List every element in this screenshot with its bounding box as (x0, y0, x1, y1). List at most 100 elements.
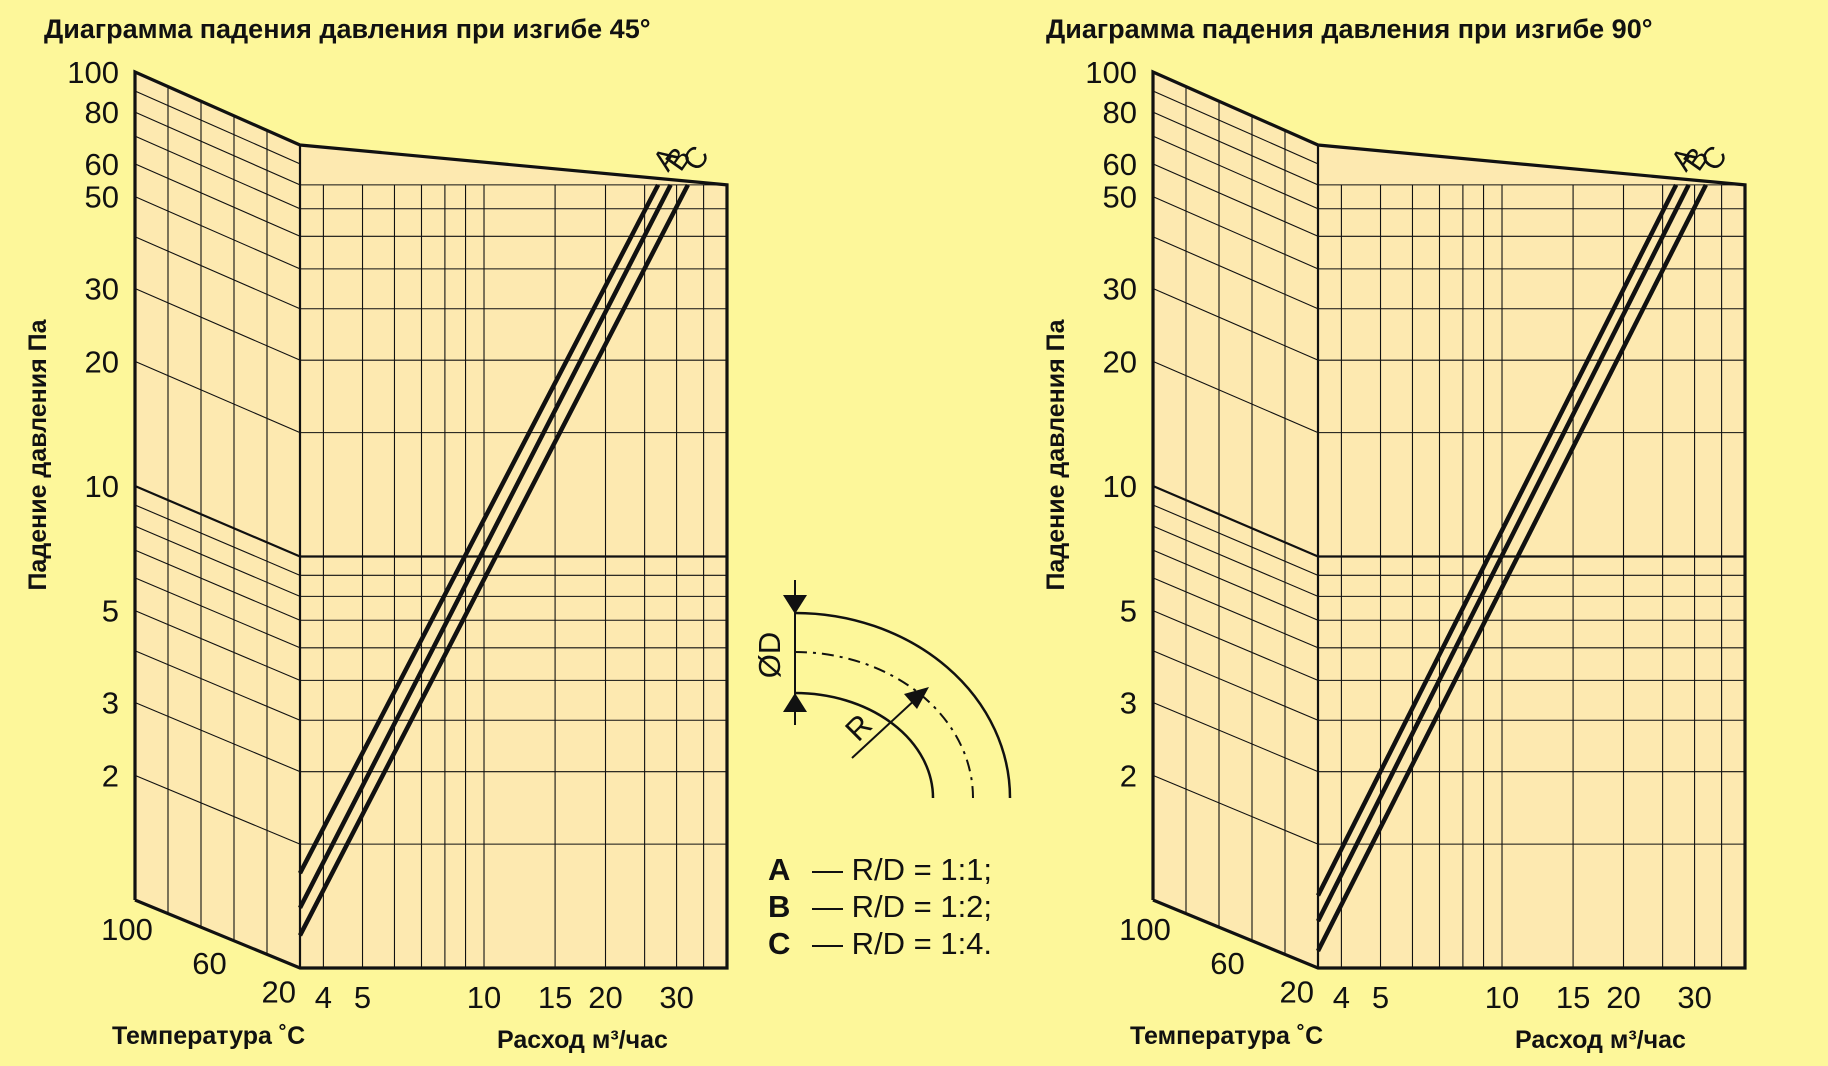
temp-gridline (1152, 610, 1319, 681)
legend-key-c: C (768, 926, 790, 961)
temp-gridline (1152, 504, 1319, 576)
legend-key-a: A (768, 852, 790, 887)
temp-gridline (1152, 163, 1319, 237)
legend-text-b: — R/D = 1:2; (812, 889, 992, 924)
temp-gridline (1152, 287, 1319, 361)
y-tick-label: 60 (1103, 147, 1137, 182)
temp-gridline (134, 135, 301, 210)
series-line-c (298, 183, 690, 937)
temp-tick-label: 20 (262, 975, 296, 1010)
temp-gridline (134, 701, 301, 773)
temp-gridline (134, 360, 301, 434)
radius-label: R (838, 707, 879, 748)
diameter-arrow-top (783, 595, 807, 614)
temp-gridline (134, 484, 301, 558)
y-tick-label: 5 (1120, 594, 1137, 629)
legend-key-b: B (768, 889, 790, 924)
temp-tick-label: 20 (1280, 975, 1314, 1010)
series-line-b (1315, 183, 1691, 923)
series-line-a (1315, 183, 1679, 897)
x-axis-label: Расход м³/час (1515, 1026, 1686, 1054)
legend-text-c: — R/D = 1:4. (812, 926, 992, 961)
x-tick-label: 10 (467, 980, 501, 1015)
y-tick-label: 20 (1103, 344, 1137, 379)
radius-line (851, 696, 919, 759)
temp-gridline (134, 504, 301, 576)
outer-arc (794, 611, 1012, 799)
chart-title-90: Диаграмма падения давления при изгибе 90… (1046, 14, 1653, 44)
temp-gridline (134, 774, 301, 845)
y-tick-label: 50 (1103, 180, 1137, 215)
temp-tick-label: 60 (192, 946, 226, 981)
radius-arrow (904, 687, 929, 709)
x-tick-label: 15 (1556, 980, 1590, 1015)
y-tick-label: 2 (102, 758, 119, 793)
x-tick-label: 4 (315, 980, 332, 1015)
temp-axis-label: Температура ˚С (1130, 1022, 1323, 1050)
legend-text-a: — R/D = 1:1; (812, 852, 992, 887)
y-tick-label: 20 (85, 344, 119, 379)
x-tick-label: 30 (659, 980, 693, 1015)
y-axis-label: Падение давления Па (24, 318, 52, 590)
temp-gridline (134, 196, 301, 270)
temp-gridline (1152, 549, 1319, 621)
y-axis-label: Падение давления Па (1042, 318, 1070, 590)
series-line-c (1315, 183, 1708, 952)
y-tick-label: 5 (102, 594, 119, 629)
temp-tick-label: 60 (1210, 946, 1244, 981)
y-tick-label: 100 (1085, 55, 1137, 90)
temp-gridline (1152, 196, 1319, 270)
x-tick-label: 30 (1677, 980, 1711, 1015)
bend-diagram: ØD R (752, 580, 1012, 799)
temp-gridline (1152, 525, 1319, 597)
temp-gridline (1152, 135, 1319, 210)
temp-gridline (1152, 484, 1319, 558)
center-arc (794, 651, 974, 799)
temp-gridline (1152, 111, 1319, 186)
temp-gridline (134, 610, 301, 681)
temp-gridline (1152, 236, 1319, 310)
diameter-arrow-bottom (783, 693, 807, 712)
inner-arc (794, 691, 935, 799)
temp-gridline (1152, 701, 1319, 773)
x-tick-label: 10 (1485, 980, 1519, 1015)
temp-panel (1153, 72, 1318, 968)
temp-gridline (134, 90, 301, 165)
x-tick-label: 5 (1372, 980, 1389, 1015)
y-tick-label: 3 (102, 685, 119, 720)
series-line-a (298, 183, 661, 875)
diameter-label: ØD (752, 632, 787, 679)
temp-gridline (134, 525, 301, 597)
x-tick-label: 4 (1333, 980, 1350, 1015)
temp-panel (135, 72, 300, 968)
y-tick-label: 10 (1103, 469, 1137, 504)
y-tick-label: 3 (1120, 685, 1137, 720)
x-tick-label: 20 (1606, 980, 1640, 1015)
x-tick-label: 20 (588, 980, 622, 1015)
x-tick-label: 5 (354, 980, 371, 1015)
temp-gridline (1152, 774, 1319, 845)
temp-gridline (134, 549, 301, 621)
temp-gridline (134, 287, 301, 361)
y-tick-label: 50 (85, 180, 119, 215)
x-axis-label: Расход м³/час (497, 1026, 668, 1054)
temp-gridline (134, 236, 301, 310)
y-tick-label: 30 (85, 271, 119, 306)
temp-gridline (134, 577, 301, 649)
temp-gridline (134, 163, 301, 237)
temp-gridline (134, 650, 301, 721)
y-tick-label: 80 (1103, 95, 1137, 130)
temp-tick-label: 100 (1119, 912, 1171, 947)
legend: A — R/D = 1:1; B — R/D = 1:2; C — R/D = … (768, 852, 992, 961)
chart-title-45: Диаграмма падения давления при изгибе 45… (44, 14, 651, 44)
y-tick-label: 60 (85, 147, 119, 182)
y-tick-label: 10 (85, 469, 119, 504)
y-tick-label: 80 (85, 95, 119, 130)
temp-gridline (1152, 650, 1319, 721)
temp-gridline (1152, 360, 1319, 434)
y-tick-label: 30 (1103, 271, 1137, 306)
temp-tick-label: 100 (101, 912, 153, 947)
